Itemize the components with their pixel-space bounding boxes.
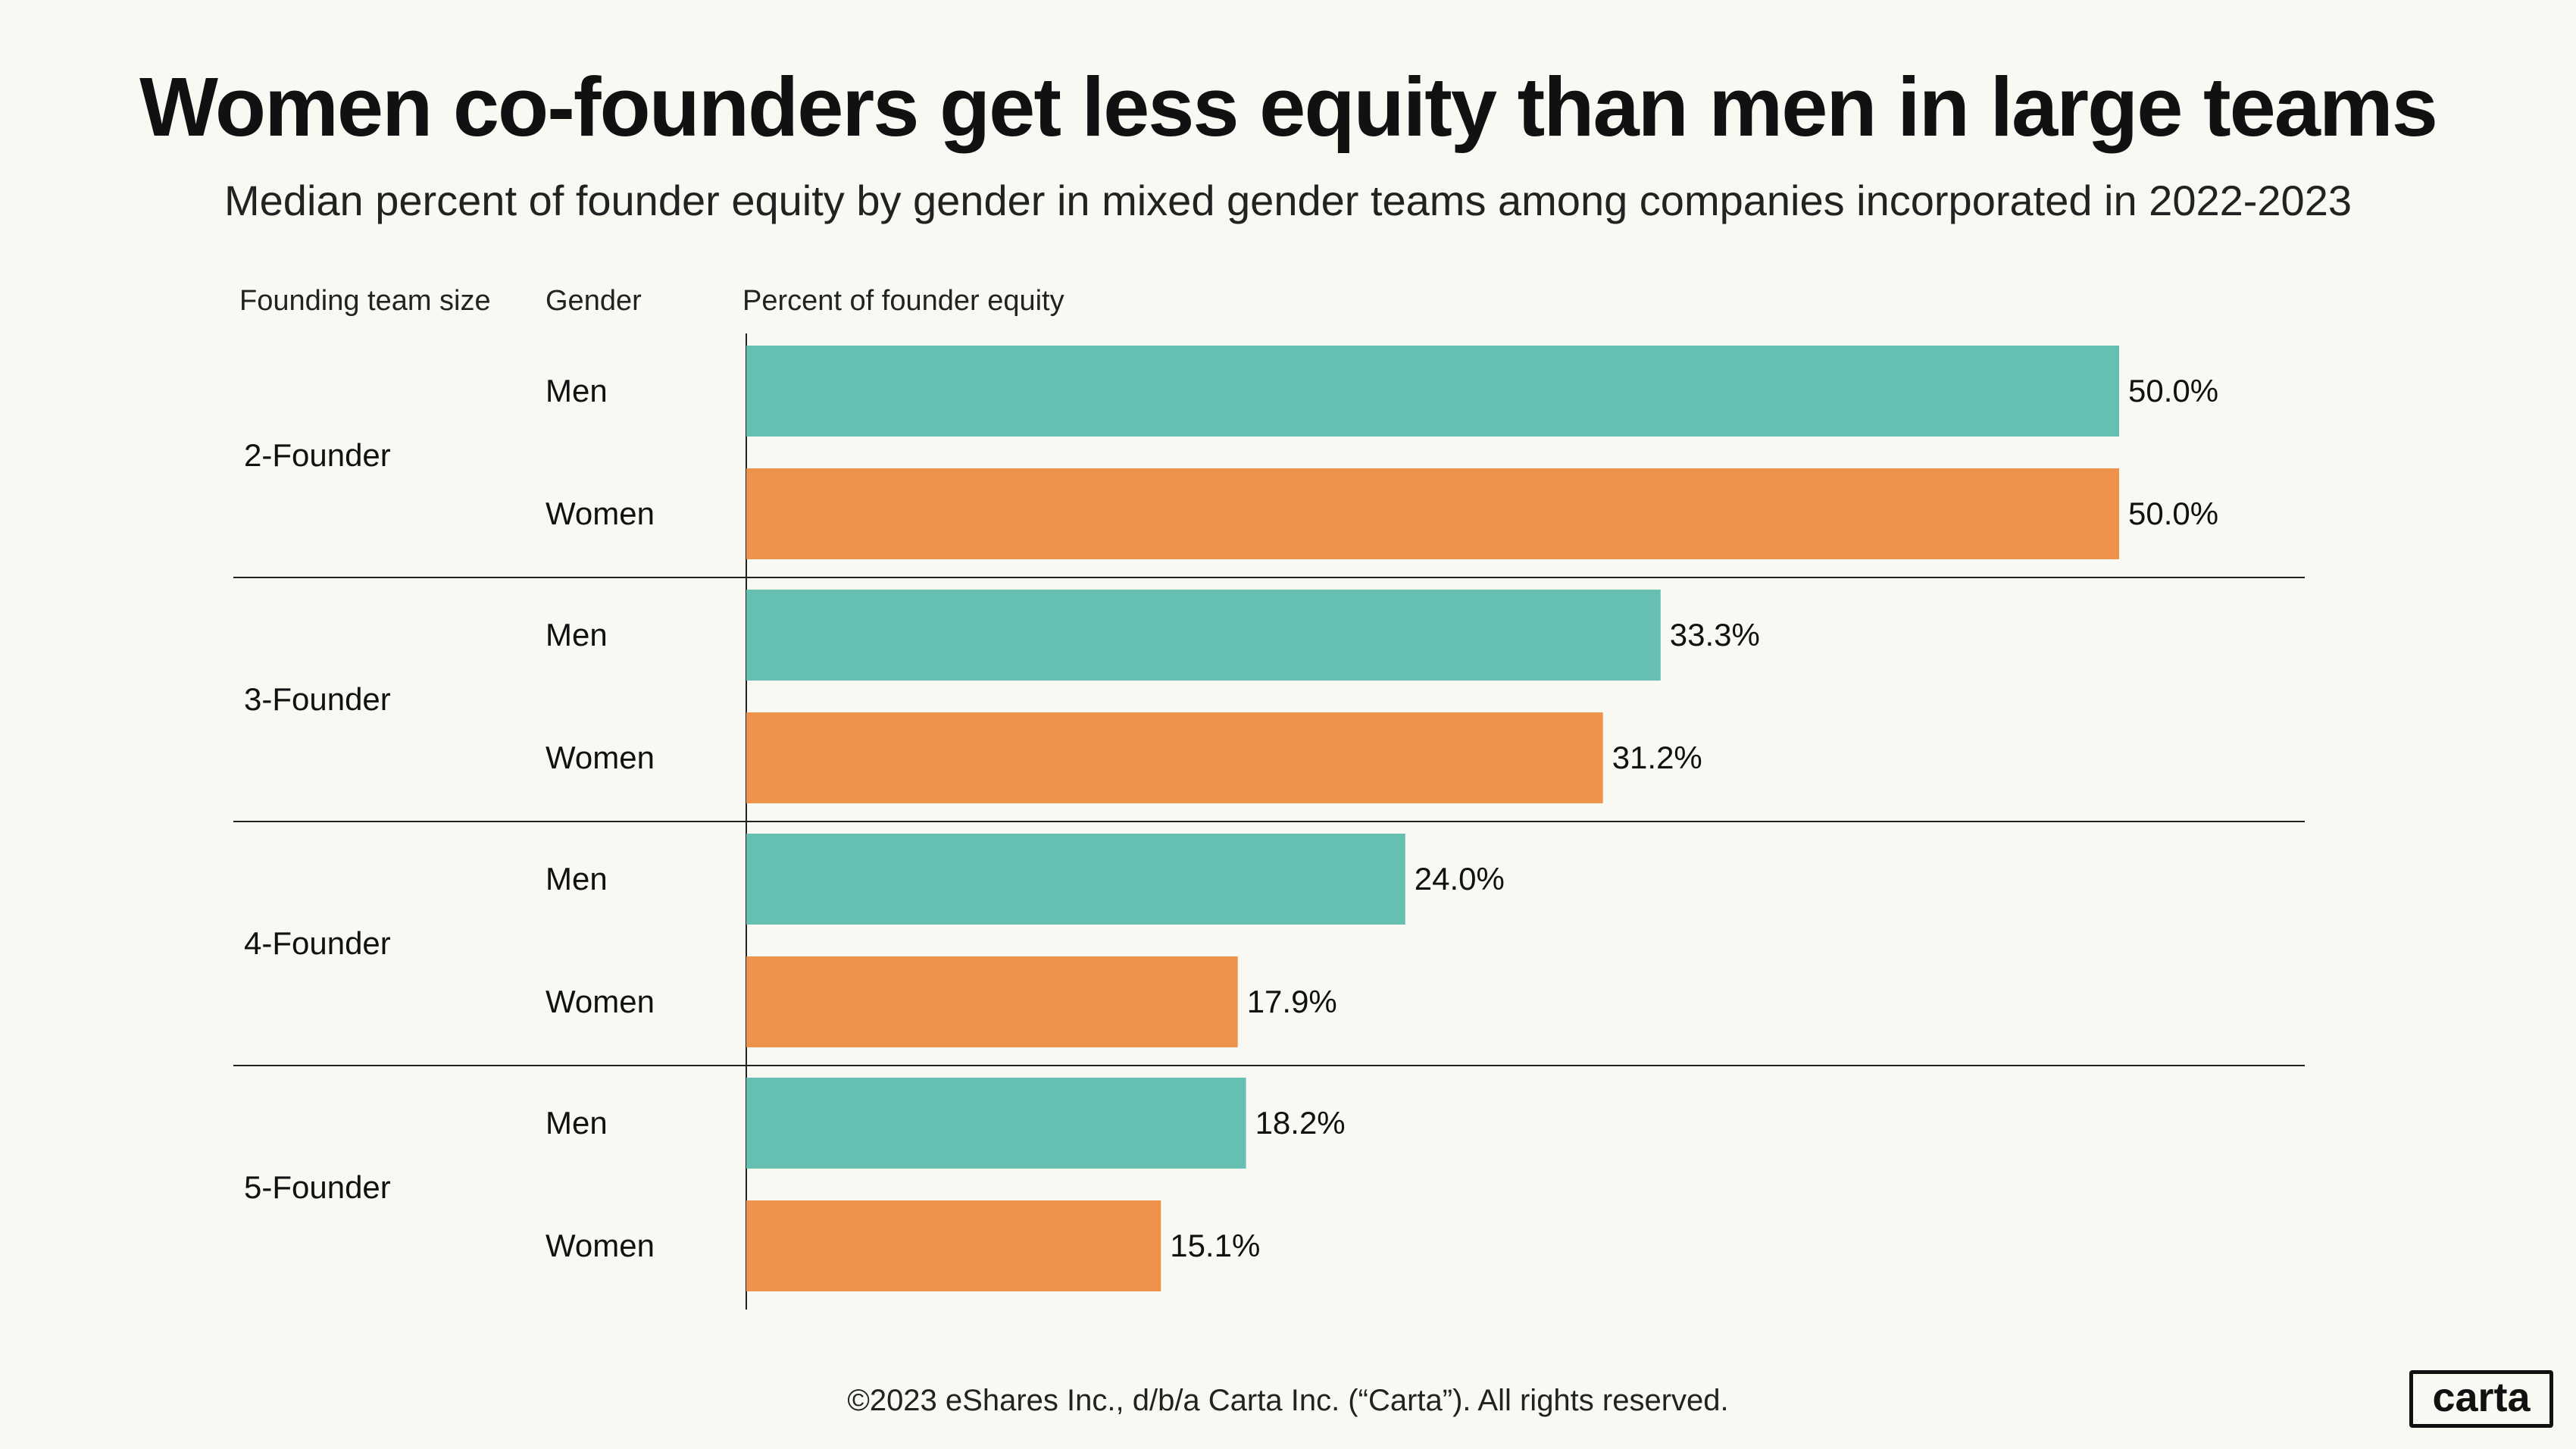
bar-women bbox=[746, 956, 1238, 1047]
bar-men bbox=[746, 1078, 1246, 1169]
group-label: 5-Founder bbox=[244, 1169, 391, 1205]
chart-subtitle: Median percent of founder equity by gend… bbox=[224, 177, 2352, 224]
copyright-footer: ©2023 eShares Inc., d/b/a Carta Inc. (“C… bbox=[847, 1384, 1729, 1417]
bar-value-label: 33.3% bbox=[1670, 617, 1760, 653]
gender-label: Men bbox=[546, 617, 608, 653]
column-header-gender: Gender bbox=[546, 285, 642, 317]
bar-men bbox=[746, 834, 1405, 925]
gender-label: Women bbox=[546, 740, 655, 775]
gender-label: Women bbox=[546, 984, 655, 1019]
gender-label: Men bbox=[546, 373, 608, 408]
gender-label: Men bbox=[546, 861, 608, 897]
group-label: 3-Founder bbox=[244, 681, 391, 717]
bar-value-label: 50.0% bbox=[2128, 496, 2218, 531]
bar-women bbox=[746, 712, 1603, 803]
gender-label: Women bbox=[546, 496, 655, 531]
bar-value-label: 50.0% bbox=[2128, 373, 2218, 408]
bar-value-label: 15.1% bbox=[1170, 1228, 1260, 1263]
carta-logo: carta bbox=[2409, 1370, 2553, 1428]
bar-value-label: 18.2% bbox=[1255, 1105, 1346, 1141]
gender-label: Men bbox=[546, 1105, 608, 1141]
gender-label: Women bbox=[546, 1228, 655, 1263]
bar-value-label: 24.0% bbox=[1415, 861, 1505, 897]
bar-value-label: 31.2% bbox=[1612, 740, 1702, 775]
bar-value-label: 17.9% bbox=[1247, 984, 1337, 1019]
column-header-team-size: Founding team size bbox=[239, 285, 491, 317]
bar-women bbox=[746, 468, 2119, 559]
chart-title: Women co-founders get less equity than m… bbox=[139, 61, 2438, 154]
bar-men bbox=[746, 346, 2119, 437]
bar-men bbox=[746, 590, 1661, 681]
column-header-equity: Percent of founder equity bbox=[742, 285, 1064, 317]
group-label: 2-Founder bbox=[244, 437, 391, 473]
group-label: 4-Founder bbox=[244, 925, 391, 961]
bar-women bbox=[746, 1200, 1161, 1291]
